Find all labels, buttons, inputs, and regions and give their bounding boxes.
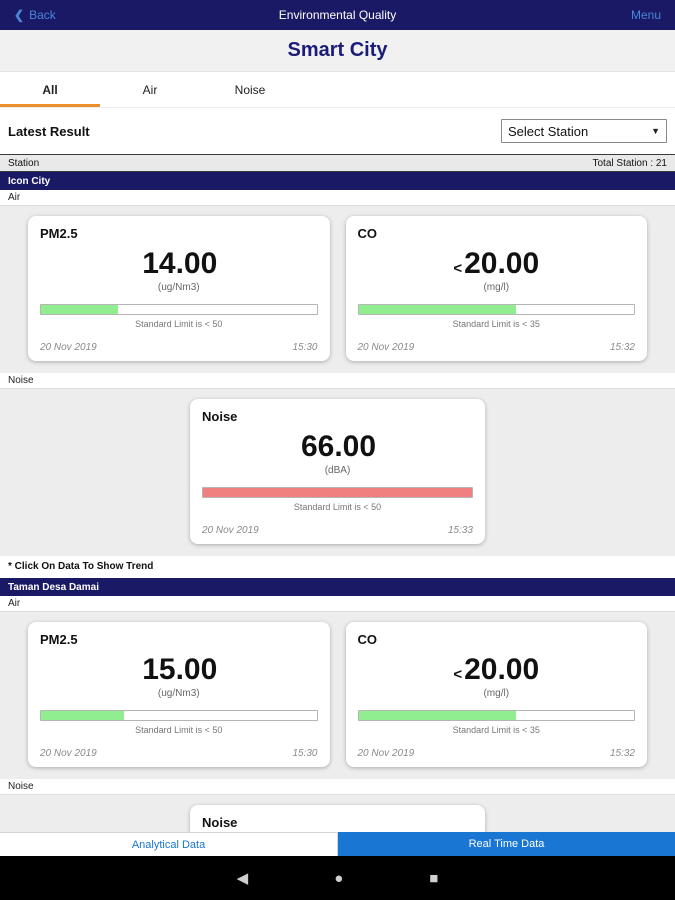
limit-progress-bar: [357, 304, 635, 315]
card-title: PM2.5: [40, 632, 78, 647]
standard-limit-label: Standard Limit is < 50: [135, 725, 223, 735]
android-home-icon[interactable]: ●: [334, 869, 344, 887]
station-select-value: Select Station: [508, 123, 589, 139]
page-header: Smart City: [0, 30, 675, 72]
card-unit: (dBA): [324, 465, 351, 476]
back-label: Back: [29, 8, 56, 22]
limit-progress-fill: [358, 305, 516, 314]
section-label-noise: Noise: [0, 373, 675, 389]
card-value: <20.00: [358, 653, 636, 687]
card-date: 20 Nov 2019: [40, 342, 97, 353]
card-date: 20 Nov 2019: [357, 748, 415, 759]
card-value: 66.00: [202, 430, 473, 464]
card-date: 20 Nov 2019: [202, 525, 259, 536]
total-station-count: Total Station : 21: [592, 157, 668, 169]
limit-progress-fill: [203, 488, 472, 497]
card-unit: (ug/Nm3): [157, 282, 200, 293]
card-title: Noise: [202, 409, 238, 424]
section-label-air: Air: [0, 596, 675, 612]
value-prefix: <: [453, 666, 463, 683]
limit-progress-bar: [40, 304, 318, 315]
value-number: 66.00: [300, 430, 377, 463]
card-value: 14.00: [40, 247, 318, 281]
tab-noise[interactable]: Noise: [234, 82, 266, 97]
card-time: 15:32: [609, 342, 635, 353]
noise-cards-row: Noise: [0, 795, 675, 832]
value-number: 20.00: [464, 247, 540, 280]
card-unit: (mg/l): [483, 688, 510, 699]
back-button[interactable]: ❮ Back: [14, 8, 56, 22]
limit-progress-fill: [358, 711, 516, 720]
limit-progress-bar: [40, 710, 318, 721]
top-app-bar: ❮ Back Environmental Quality Menu: [0, 0, 675, 30]
measurement-card-co[interactable]: CO <20.00 (mg/l) Standard Limit is < 35 …: [345, 216, 647, 361]
card-title: CO: [357, 632, 378, 647]
limit-progress-fill: [41, 305, 119, 314]
measurement-card-pm25[interactable]: PM2.5 15.00 (ug/Nm3) Standard Limit is <…: [28, 622, 330, 767]
station-select[interactable]: Select Station ▼: [501, 119, 667, 143]
air-cards-row: PM2.5 14.00 (ug/Nm3) Standard Limit is <…: [0, 206, 675, 373]
standard-limit-label: Standard Limit is < 50: [135, 319, 223, 329]
card-time: 15:30: [292, 748, 318, 759]
menu-button[interactable]: Menu: [630, 8, 661, 22]
trend-hint-note: * Click On Data To Show Trend: [0, 556, 675, 578]
value-prefix: <: [453, 260, 463, 277]
card-footer: 20 Nov 2019 15:32: [358, 342, 636, 353]
android-recents-icon[interactable]: ■: [429, 869, 439, 887]
card-value: <20.00: [358, 247, 636, 281]
latest-result-label: Latest Result: [8, 123, 90, 139]
bottom-action-bar: Analytical Data Real Time Data: [0, 832, 675, 856]
measurement-card-noise[interactable]: Noise: [190, 805, 485, 832]
value-number: 15.00: [142, 653, 218, 686]
air-cards-row: PM2.5 15.00 (ug/Nm3) Standard Limit is <…: [0, 612, 675, 779]
tab-all[interactable]: All: [0, 72, 100, 107]
page-title: Smart City: [287, 39, 388, 61]
select-caret-icon: ▼: [651, 126, 660, 136]
section-label-noise: Noise: [0, 779, 675, 795]
value-number: 14.00: [142, 247, 218, 280]
card-time: 15:30: [292, 342, 318, 353]
card-footer: 20 Nov 2019 15:32: [358, 748, 636, 759]
measurement-card-pm25[interactable]: PM2.5 14.00 (ug/Nm3) Standard Limit is <…: [28, 216, 330, 361]
station-column-label: Station: [8, 157, 40, 169]
card-time: 15:33: [447, 525, 473, 536]
noise-cards-row: Noise 66.00 (dBA) Standard Limit is < 50…: [0, 389, 675, 556]
back-chevron-icon: ❮: [14, 8, 25, 22]
card-footer: 20 Nov 2019 15:30: [40, 748, 318, 759]
station-list-header: Station Total Station : 21: [0, 154, 675, 172]
content-area[interactable]: Latest Result Select Station ▼ Station T…: [0, 108, 675, 832]
card-value: 15.00: [40, 653, 318, 687]
card-date: 20 Nov 2019: [40, 748, 97, 759]
app-bar-title: Environmental Quality: [278, 8, 397, 22]
analytical-data-button[interactable]: Analytical Data: [0, 832, 338, 856]
tab-bar: All Air Noise: [0, 72, 675, 108]
card-footer: 20 Nov 2019 15:30: [40, 342, 318, 353]
card-unit: (mg/l): [483, 282, 510, 293]
standard-limit-label: Standard Limit is < 35: [452, 319, 540, 329]
measurement-card-co[interactable]: CO <20.00 (mg/l) Standard Limit is < 35 …: [345, 622, 647, 767]
limit-progress-fill: [41, 711, 124, 720]
tab-air[interactable]: Air: [142, 82, 158, 97]
standard-limit-label: Standard Limit is < 50: [293, 502, 382, 512]
station-banner: Icon City: [0, 172, 675, 190]
measurement-card-noise[interactable]: Noise 66.00 (dBA) Standard Limit is < 50…: [190, 399, 485, 544]
real-time-data-button[interactable]: Real Time Data: [338, 832, 675, 856]
card-title: Noise: [202, 815, 238, 830]
android-nav-bar: ◀ ● ■: [0, 856, 675, 900]
latest-result-row: Latest Result Select Station ▼: [0, 108, 675, 154]
card-date: 20 Nov 2019: [357, 342, 415, 353]
card-time: 15:32: [609, 748, 635, 759]
card-title: CO: [357, 226, 378, 241]
android-back-icon[interactable]: ◀: [236, 869, 249, 887]
station-banner: Taman Desa Damai: [0, 578, 675, 596]
value-number: 20.00: [464, 653, 540, 686]
standard-limit-label: Standard Limit is < 35: [452, 725, 540, 735]
limit-progress-bar: [202, 487, 473, 498]
card-footer: 20 Nov 2019 15:33: [202, 525, 473, 536]
section-label-air: Air: [0, 190, 675, 206]
limit-progress-bar: [357, 710, 635, 721]
card-unit: (ug/Nm3): [157, 688, 200, 699]
card-title: PM2.5: [40, 226, 78, 241]
